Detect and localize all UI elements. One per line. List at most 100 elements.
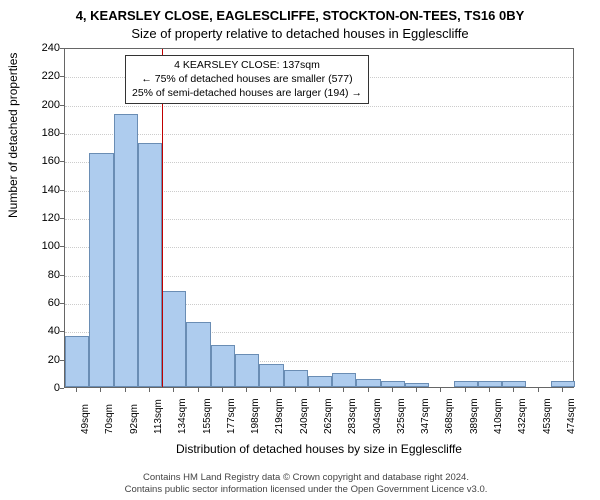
y-tick-mark [60,275,64,276]
gridline [65,134,573,135]
y-tick-mark [60,303,64,304]
histogram-bar [502,381,526,387]
histogram-bar [89,153,113,387]
x-tick-label: 113sqm [153,399,164,434]
y-tick-mark [60,218,64,219]
x-tick-mark [416,388,417,392]
x-tick-label: 219sqm [274,398,285,434]
histogram-bar [114,114,138,387]
y-axis-label: Number of detached properties [6,53,20,218]
y-tick-mark [60,48,64,49]
x-tick-label: 368sqm [444,398,455,434]
y-tick-label: 20 [32,354,60,366]
x-tick-mark [513,388,514,392]
y-tick-mark [60,76,64,77]
page-title-address: 4, KEARSLEY CLOSE, EAGLESCLIFFE, STOCKTO… [0,8,600,23]
x-tick-mark [562,388,563,392]
x-tick-label: 325sqm [396,398,407,434]
footer-line2: Contains public sector information licen… [20,484,592,496]
x-tick-label: 240sqm [299,398,310,434]
histogram-bar [308,376,332,387]
annotation-line: 4 KEARSLEY CLOSE: 137sqm [132,58,362,72]
x-tick-mark [343,388,344,392]
x-tick-label: 92sqm [129,404,140,434]
x-tick-label: 304sqm [372,398,383,434]
x-tick-mark [149,388,150,392]
histogram-bar [235,354,259,387]
histogram-bar [162,291,186,387]
histogram-bar [356,379,380,388]
histogram-bar [186,322,210,387]
histogram-bar [211,345,235,388]
x-axis-label: Distribution of detached houses by size … [64,442,574,456]
x-tick-label: 432sqm [517,398,528,434]
x-tick-label: 262sqm [323,398,334,434]
y-tick-label: 120 [32,212,60,224]
x-tick-label: 155sqm [202,398,213,434]
x-tick-label: 410sqm [493,398,504,434]
x-tick-mark [489,388,490,392]
x-tick-mark [368,388,369,392]
attribution-footer: Contains HM Land Registry data © Crown c… [20,472,592,496]
x-tick-label: 70sqm [104,404,115,434]
histogram-bar [454,381,478,387]
y-tick-label: 40 [32,325,60,337]
x-tick-label: 283sqm [347,398,358,434]
y-tick-mark [60,360,64,361]
x-tick-mark [270,388,271,392]
histogram-bar [284,370,308,387]
y-tick-mark [60,331,64,332]
histogram-bar [259,364,283,387]
histogram-bar [332,373,356,387]
annotation-line: 25% of semi-detached houses are larger (… [132,86,362,100]
y-tick-mark [60,388,64,389]
gridline [65,106,573,107]
x-tick-label: 49sqm [80,404,91,434]
x-tick-label: 474sqm [566,398,577,434]
x-tick-label: 177sqm [226,398,237,434]
x-tick-mark [440,388,441,392]
y-tick-mark [60,133,64,134]
footer-line1: Contains HM Land Registry data © Crown c… [20,472,592,484]
y-tick-label: 80 [32,269,60,281]
histogram-bar [65,336,89,387]
x-tick-label: 134sqm [177,398,188,434]
y-tick-label: 200 [32,99,60,111]
y-tick-label: 220 [32,70,60,82]
y-tick-label: 100 [32,240,60,252]
x-tick-mark [465,388,466,392]
histogram-bar [551,381,575,387]
x-tick-label: 389sqm [469,398,480,434]
histogram-bar [405,383,429,387]
x-tick-mark [76,388,77,392]
x-tick-mark [392,388,393,392]
y-tick-label: 240 [32,42,60,54]
x-tick-mark [319,388,320,392]
histogram-plot: 4 KEARSLEY CLOSE: 137sqm← 75% of detache… [64,48,574,388]
x-tick-mark [538,388,539,392]
y-tick-label: 160 [32,155,60,167]
y-tick-label: 140 [32,184,60,196]
y-tick-mark [60,190,64,191]
x-tick-mark [100,388,101,392]
y-tick-label: 180 [32,127,60,139]
histogram-bar [381,381,405,387]
x-tick-label: 347sqm [420,398,431,434]
annotation-box: 4 KEARSLEY CLOSE: 137sqm← 75% of detache… [125,55,369,104]
x-tick-mark [246,388,247,392]
x-tick-mark [198,388,199,392]
histogram-bar [138,143,162,387]
y-tick-mark [60,105,64,106]
y-tick-mark [60,161,64,162]
annotation-line: ← 75% of detached houses are smaller (57… [132,72,362,86]
y-tick-label: 0 [32,382,60,394]
x-tick-label: 453sqm [542,398,553,434]
x-tick-mark [295,388,296,392]
x-tick-mark [125,388,126,392]
x-tick-mark [222,388,223,392]
y-tick-label: 60 [32,297,60,309]
y-tick-mark [60,246,64,247]
histogram-bar [478,381,502,387]
x-tick-mark [173,388,174,392]
x-tick-label: 198sqm [250,398,261,434]
